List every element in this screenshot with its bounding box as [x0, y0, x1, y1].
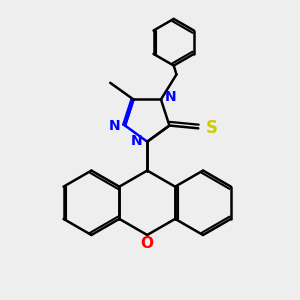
Text: N: N	[109, 118, 121, 133]
Text: O: O	[141, 236, 154, 251]
Text: S: S	[206, 119, 218, 137]
Text: N: N	[131, 134, 143, 148]
Text: N: N	[164, 90, 176, 104]
